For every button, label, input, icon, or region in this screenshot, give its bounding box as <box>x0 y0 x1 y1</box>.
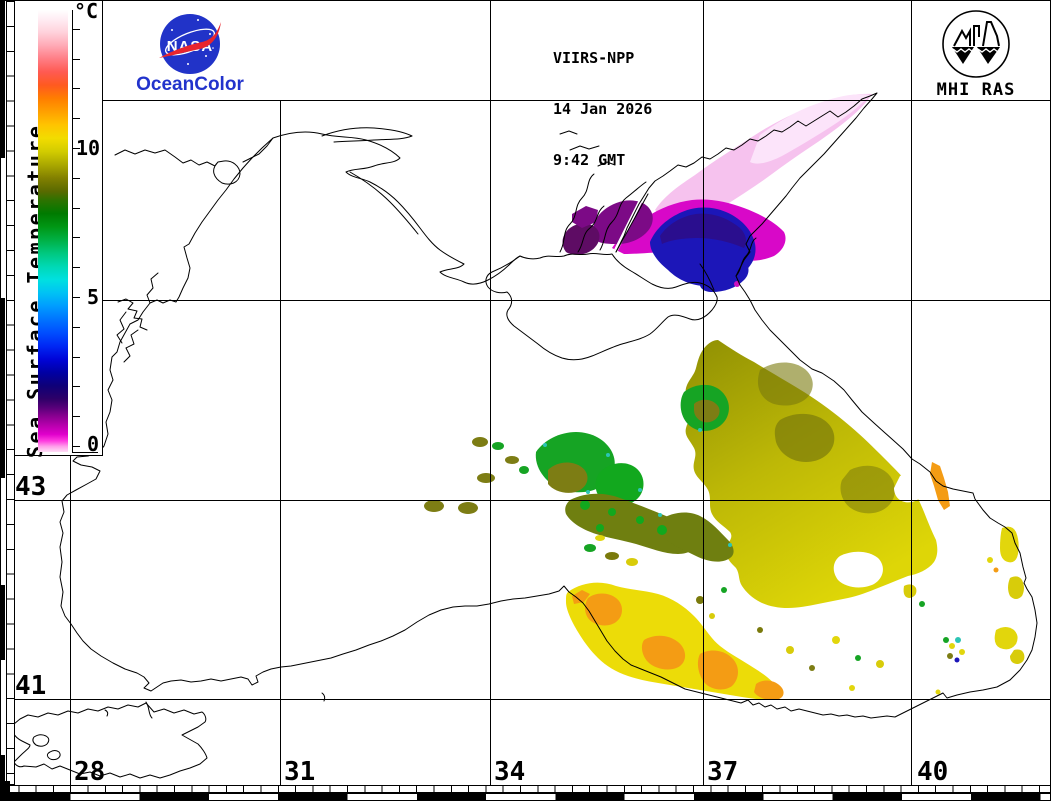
speck-cluster-se <box>696 557 999 695</box>
colorbar-tick <box>72 267 80 268</box>
sst-patch-east-yellow-3 <box>994 627 1018 650</box>
sst-patch-east-yellow-1 <box>1000 526 1019 563</box>
sst-patch-olive-link <box>657 512 734 562</box>
coastline-tendra-spit <box>349 171 419 235</box>
mhi-monogram <box>953 21 1000 47</box>
colorbar-tick-label-5: 5 <box>87 285 100 309</box>
left-ruler-block <box>0 0 5 158</box>
colorbar-tick <box>72 237 80 238</box>
sst-patch-east-yellow-5 <box>903 584 917 598</box>
time-label: 9:42 GMT <box>553 151 626 169</box>
lon-label-28: 28 <box>74 757 106 787</box>
coastline-taman <box>699 237 757 291</box>
sst-patch-east-yellow-4 <box>1010 649 1025 664</box>
colorbar-tick <box>72 59 80 60</box>
colorbar-tick <box>72 446 80 447</box>
sst-data-basin <box>424 340 1025 700</box>
sst-patch-olive-shade-2 <box>840 465 895 514</box>
colorbar-tick-label-0: 0 <box>87 432 100 456</box>
sst-patch-azov-purple-deep <box>562 223 600 255</box>
graticule <box>14 0 1050 785</box>
sst-patch-orange-3 <box>697 650 738 690</box>
colorbar-tick <box>72 208 80 209</box>
coastline-marmara <box>11 702 208 779</box>
bottom-ruler-blocks <box>0 793 1051 801</box>
mhi-ras-logo <box>942 10 1010 78</box>
colorbar-tick-label-10: 10 <box>76 136 101 160</box>
sst-patch-green-1-core <box>548 462 588 493</box>
left-ruler-ticks <box>6 0 15 785</box>
left-ruler-block <box>0 585 5 660</box>
sst-patch-azov-pink-light <box>750 94 870 164</box>
sst-patch-green-4-core <box>694 399 720 423</box>
colorbar-gradient <box>38 10 68 452</box>
sst-patch-green-band <box>565 493 697 554</box>
left-ruler <box>0 0 15 785</box>
cloud-hole-2 <box>894 474 924 503</box>
coastline-danube-delta <box>116 272 159 363</box>
sst-patch-east-yellow-2 <box>1008 576 1024 599</box>
mhi-circle <box>942 10 1010 78</box>
colorbar-tick <box>72 386 80 387</box>
coastline-marmara-islands <box>32 734 61 761</box>
colorbar-tick <box>72 297 80 298</box>
colorbar-axis <box>72 10 73 453</box>
bottom-ruler <box>0 785 1051 801</box>
sst-patch-olive-shade-1 <box>774 413 835 462</box>
cloud-hole-1 <box>833 551 883 588</box>
sst-data-azov <box>562 93 872 292</box>
coastline-northwest <box>114 131 521 285</box>
lat-label-41: 41 <box>15 671 47 701</box>
oceancolor-label: OceanColor <box>136 74 244 95</box>
colorbar-tick <box>72 118 80 119</box>
sst-patch-orange-2 <box>641 635 686 670</box>
lat-label-43: 43 <box>15 472 47 502</box>
mhi-waves <box>952 47 1000 64</box>
green-specks <box>424 428 732 566</box>
lon-label-40: 40 <box>917 757 949 787</box>
nasa-swoosh <box>159 22 221 58</box>
colorbar-panel: Sea Surface Temperature 10 5 0 °C <box>14 0 103 458</box>
coastline-dnieper-estuary <box>321 127 413 143</box>
ruler-corner-block <box>0 781 10 801</box>
left-ruler-block <box>0 298 5 478</box>
left-ruler-block <box>0 755 5 785</box>
lon-label-37: 37 <box>707 757 739 787</box>
coastline-arabat-spit <box>615 193 649 253</box>
colorbar-tick <box>72 416 80 417</box>
sst-patch-orange-4 <box>754 680 784 700</box>
coastline-small-lakes <box>104 692 326 717</box>
colorbar-tick <box>72 327 80 328</box>
sst-patch-azov-purple <box>593 200 653 244</box>
lon-label-34: 34 <box>494 757 526 787</box>
coastlines <box>11 92 1038 779</box>
bottom-ruler-ticks <box>0 785 1051 793</box>
date-label: 14 Jan 2026 <box>553 100 653 118</box>
colorbar-tick <box>72 88 80 89</box>
coastline-main <box>59 92 1038 719</box>
coastline-sivash <box>559 130 647 253</box>
mhi-ras-label: MHI RAS <box>936 80 1016 100</box>
sst-patch-olive-field <box>685 340 938 608</box>
sst-patch-olive-shade-3 <box>757 362 813 406</box>
lon-label-31: 31 <box>284 757 316 787</box>
nasa-logo: NASA <box>159 14 221 74</box>
colorbar-tick <box>72 178 80 179</box>
header-info: VIIRS-NPP 14 Jan 2026 9:42 GMT <box>553 16 652 186</box>
colorbar-unit-label: °C <box>74 0 99 23</box>
sst-patch-orange-1 <box>585 593 622 626</box>
colorbar-tick <box>72 148 80 149</box>
satellite-label: VIIRS-NPP <box>553 49 635 67</box>
sst-patch-coastal-orange <box>930 462 950 510</box>
coastline-crimea <box>485 252 718 361</box>
colorbar-axis-foot <box>72 452 98 453</box>
colorbar-tick <box>72 357 80 358</box>
colorbar-tick <box>72 29 80 30</box>
sst-patch-azov-purple-small <box>572 206 598 228</box>
sst-patch-orange-5 <box>572 590 590 604</box>
